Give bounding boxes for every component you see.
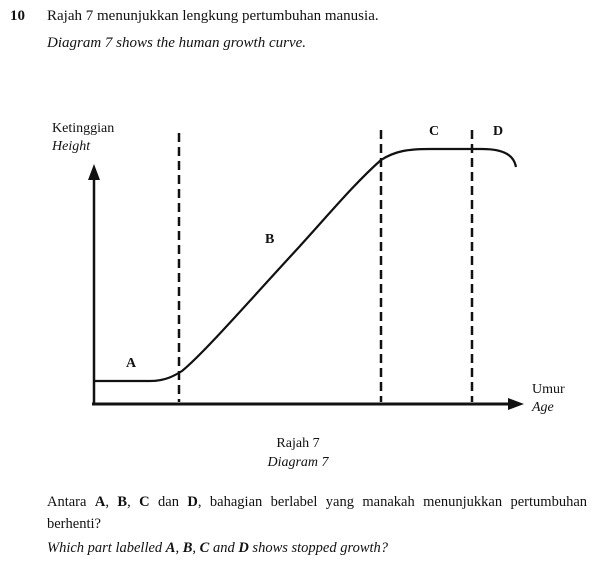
prompt-malay-option-d: D: [187, 494, 198, 510]
x-axis-label-english: Age: [532, 400, 554, 415]
x-axis-label-malay: Umur: [532, 382, 565, 397]
region-label-b: B: [265, 232, 275, 247]
prompt-english-sep1: ,: [175, 540, 183, 556]
prompt-english-sep2: ,: [192, 540, 200, 556]
question-text-english: Diagram 7 shows the human growth curve.: [47, 35, 307, 51]
region-label-d: D: [493, 124, 504, 139]
prompt-malay-part2: , bahagian berlabel yang manakah menunju…: [47, 494, 588, 532]
prompt-english-part1: Which part labelled: [47, 540, 166, 556]
prompt-english-sep3: and: [209, 540, 239, 556]
prompt-english-option-b: B: [182, 540, 193, 556]
prompt-malay-sep3: dan: [149, 494, 188, 510]
caption-english: Diagram 7: [267, 455, 329, 470]
prompt-malay-option-b: B: [117, 494, 128, 510]
y-axis-arrow: [88, 164, 100, 180]
prompt-malay-option-c: C: [139, 494, 150, 510]
prompt-malay-sep1: ,: [105, 494, 118, 510]
growth-curve: [94, 147, 518, 383]
question-number: 10: [10, 8, 25, 24]
prompt-english: Which part labelled A, B, C and D shows …: [47, 540, 388, 557]
prompt-english-option-c: C: [199, 540, 210, 556]
prompt-malay: Antara A, B, C dan D, bahagian berlabel …: [47, 491, 587, 535]
question-text-malay: Rajah 7 menunjukkan lengkung pertumbuhan…: [47, 8, 379, 24]
prompt-english-part2: shows stopped growth?: [248, 540, 389, 556]
region-label-a: A: [126, 356, 137, 371]
prompt-english-option-d: D: [238, 540, 249, 556]
prompt-malay-option-a: A: [94, 494, 106, 510]
y-axis-label-english: Height: [52, 139, 91, 154]
prompt-english-option-a: A: [165, 540, 176, 556]
prompt-malay-sep2: ,: [127, 494, 140, 510]
caption-malay: Rajah 7: [276, 436, 320, 451]
x-axis-arrow: [508, 398, 524, 410]
prompt-malay-part1: Antara: [47, 494, 95, 510]
region-label-c: C: [429, 124, 440, 139]
y-axis-label-malay: Ketinggian: [52, 121, 115, 136]
